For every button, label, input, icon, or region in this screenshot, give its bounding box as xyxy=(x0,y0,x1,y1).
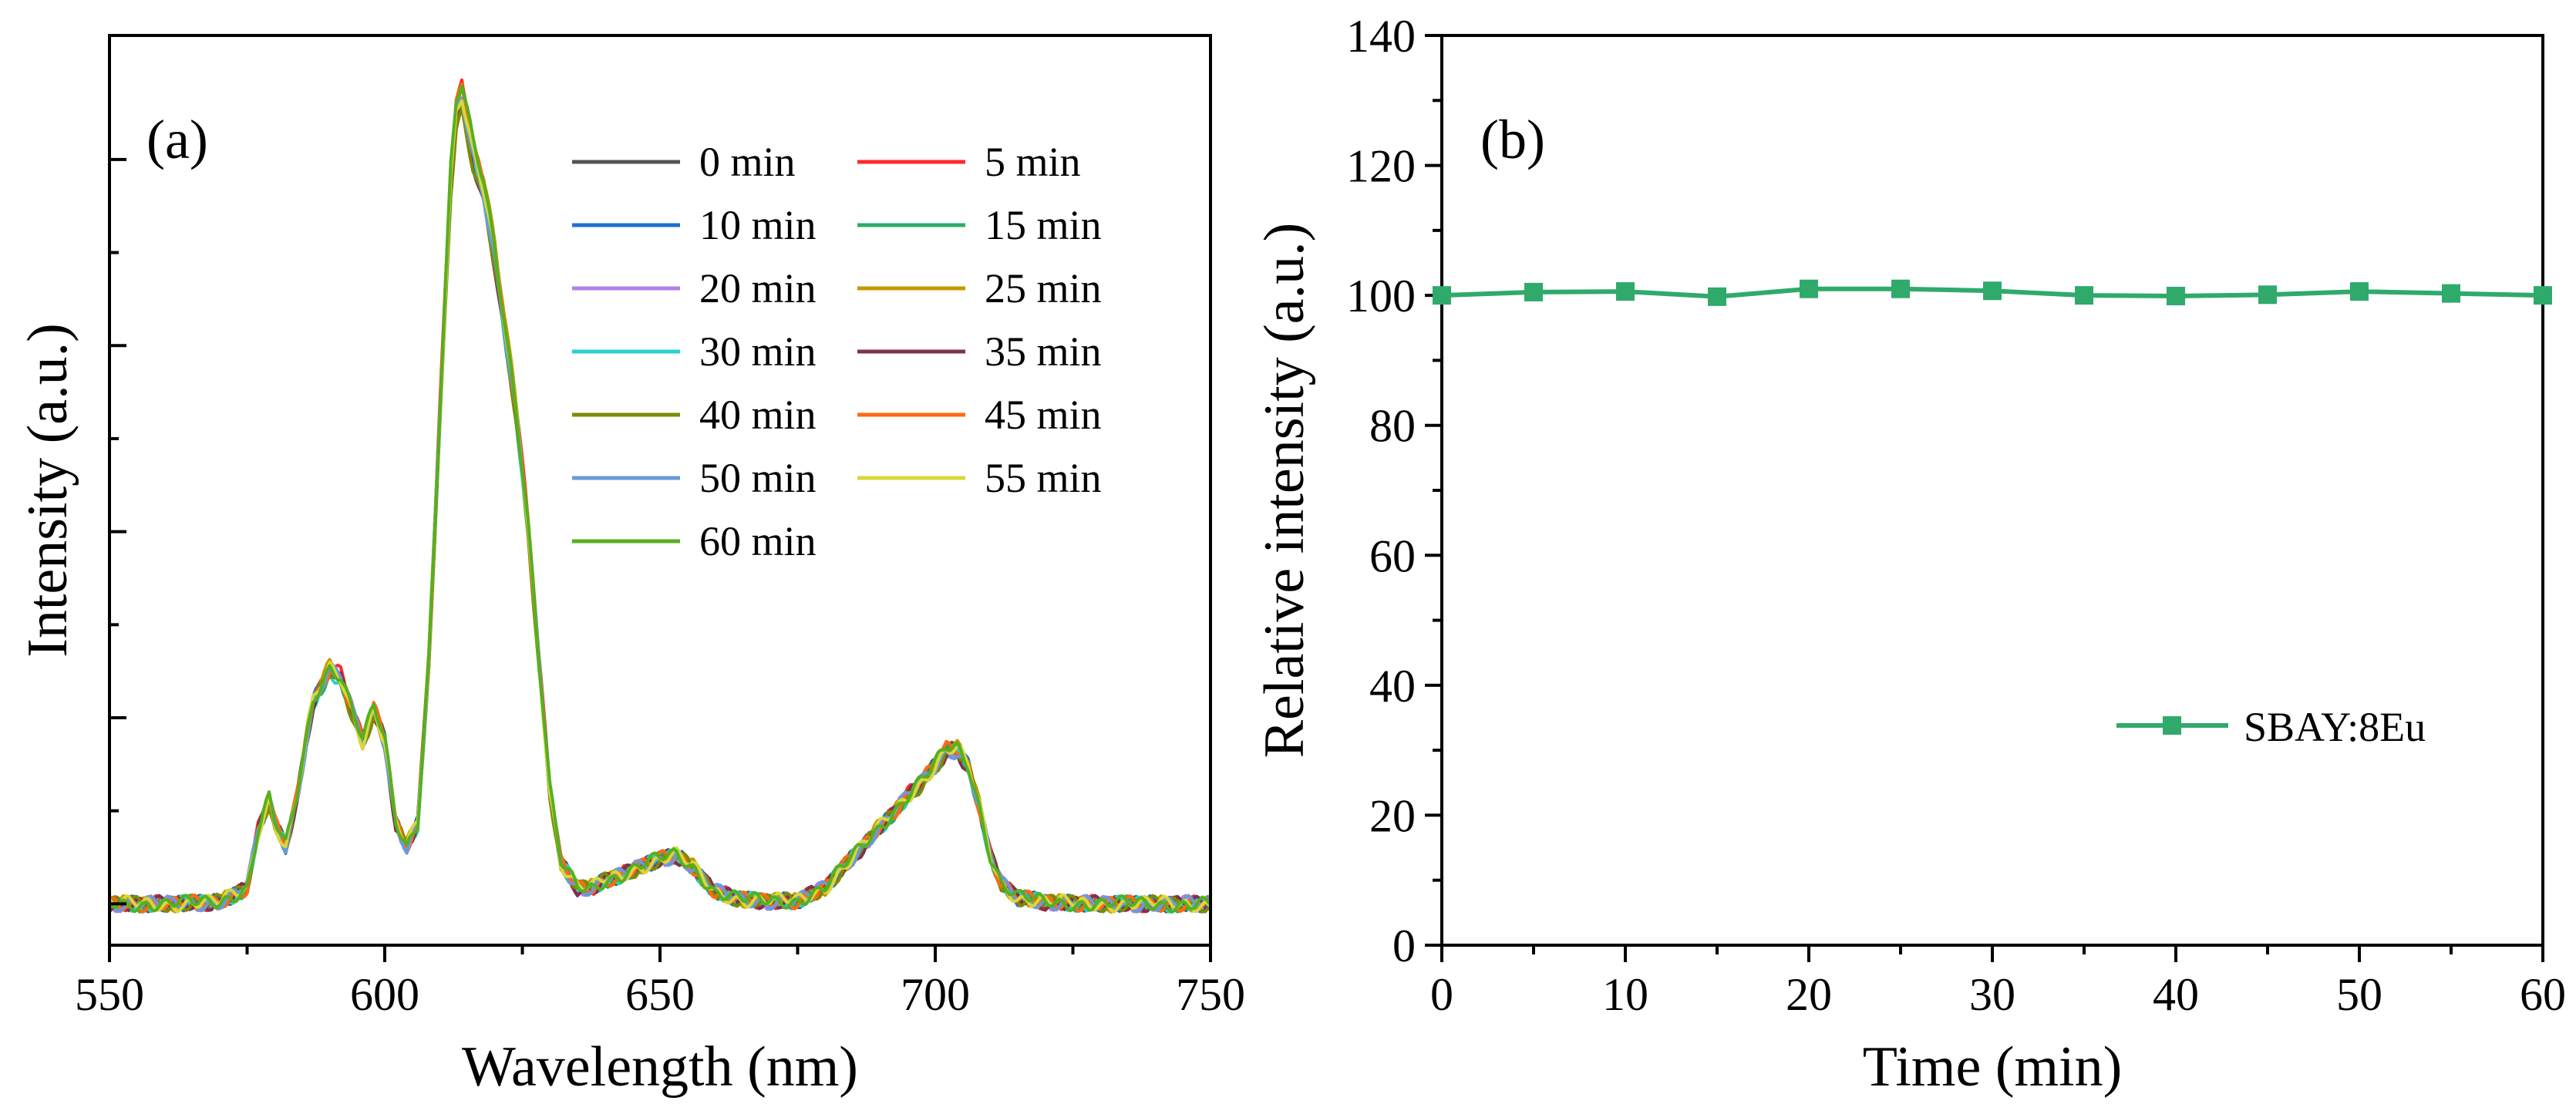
legend-label-15-min: 15 min xyxy=(985,202,1102,248)
data-point xyxy=(1616,282,1635,301)
x-tick-label-b: 10 xyxy=(1602,969,1648,1020)
x-tick-label-b: 0 xyxy=(1430,969,1453,1020)
data-point xyxy=(2442,284,2460,303)
y-axis-title-b: Relative intensity (a.u.) xyxy=(1253,223,1316,759)
x-tick-label-a: 600 xyxy=(350,969,419,1020)
x-tick-label-b: 20 xyxy=(1786,969,1832,1020)
y-axis-title-a: Intensity (a.u.) xyxy=(16,323,79,658)
legend-a: 0 min 5 min 10 min 15 min 20 min 25 min 30 min… xyxy=(572,139,1102,564)
x-tick-label-a: 550 xyxy=(75,969,144,1020)
y-tick-label-b: 100 xyxy=(1346,271,1416,321)
y-tick-label-b: 140 xyxy=(1346,11,1416,62)
y-tick-label-b: 60 xyxy=(1369,530,1416,581)
legend-label-60-min: 60 min xyxy=(699,518,817,564)
x-axis-title-a: Wavelength (nm) xyxy=(462,1035,858,1099)
chart-panel-b: 0 10 20 30 40 50 60 0 20 40 60 80 100 120 140 (b) Tim… xyxy=(1253,11,2566,1099)
legend-label-45-min: 45 min xyxy=(985,392,1102,438)
data-point xyxy=(2258,285,2277,305)
data-point xyxy=(1983,281,2002,301)
y-axis-ticks-b: 0 20 40 60 80 100 120 140 xyxy=(1346,11,1442,971)
data-point xyxy=(2167,286,2185,305)
x-tick-label-a: 700 xyxy=(901,969,970,1020)
legend-label-50-min: 50 min xyxy=(699,455,817,501)
legend-label-5-min: 5 min xyxy=(985,139,1081,185)
legend-label-30-min: 30 min xyxy=(699,328,817,375)
y-tick-label-b: 80 xyxy=(1369,401,1416,452)
legend-marker-sbay-8eu xyxy=(2163,716,2181,735)
spectrum-lines xyxy=(108,78,1212,914)
x-axis-title-b: Time (min) xyxy=(1863,1035,2122,1099)
y-axis-ticks-a xyxy=(109,157,126,906)
panel-label-a: (a) xyxy=(146,109,208,170)
x-tick-label-a: 750 xyxy=(1176,969,1245,1020)
x-axis-ticks-a: 550 600 650 700 750 xyxy=(75,945,1245,1020)
data-point xyxy=(1708,287,1726,306)
y-tick-label-b: 40 xyxy=(1369,661,1416,712)
data-point xyxy=(2075,286,2093,305)
y-tick-label-b: 0 xyxy=(1392,921,1416,971)
data-point xyxy=(2534,286,2552,305)
x-tick-label-b: 50 xyxy=(2336,969,2382,1020)
legend-label-10-min: 10 min xyxy=(699,202,817,248)
x-tick-label-b: 30 xyxy=(1969,969,2015,1020)
panel-label-b: (b) xyxy=(1480,109,1545,170)
legend-label-sbay-8eu: SBAY:8Eu xyxy=(2244,704,2426,750)
x-tick-label-b: 40 xyxy=(2153,969,2199,1020)
plot-frame-b xyxy=(1440,34,2544,947)
legend-label-25-min: 25 min xyxy=(985,265,1102,311)
data-point xyxy=(2350,282,2369,301)
legend-b: SBAY:8Eu xyxy=(2116,704,2426,750)
chart-panel-a: 550 600 650 700 750 (a) Wavelength (nm) Inte… xyxy=(16,34,1245,1099)
y-tick-label-b: 20 xyxy=(1369,790,1416,841)
legend-label-40-min: 40 min xyxy=(699,392,817,438)
data-point xyxy=(1433,286,1451,305)
spectrum-line-60-min xyxy=(108,85,1212,914)
x-tick-label-b: 60 xyxy=(2520,969,2566,1020)
x-axis-ticks-b: 0 10 20 30 40 50 60 xyxy=(1430,945,2566,1020)
data-point xyxy=(1800,279,1818,298)
legend-label-0-min: 0 min xyxy=(699,139,796,185)
legend-label-20-min: 20 min xyxy=(699,265,817,311)
legend-label-35-min: 35 min xyxy=(985,328,1102,375)
series-sbay-8eu xyxy=(1433,279,2552,306)
data-point xyxy=(1524,282,1543,301)
y-tick-label-b: 120 xyxy=(1346,141,1416,192)
x-tick-label-a: 650 xyxy=(625,969,695,1020)
data-point xyxy=(1891,279,1910,298)
legend-label-55-min: 55 min xyxy=(985,455,1102,501)
